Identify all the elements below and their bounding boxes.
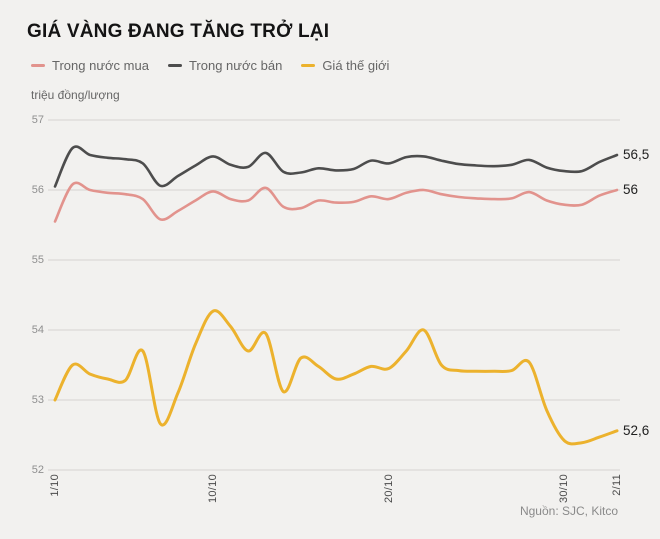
x-tick-label: 10/10 xyxy=(207,474,220,504)
legend-item-gia-the-gioi[interactable]: Giá thế giới xyxy=(301,58,389,73)
y-tick-label: 56 xyxy=(31,184,44,196)
x-tick-label: 2/11 xyxy=(611,474,623,496)
y-tick-label: 52 xyxy=(31,464,44,476)
legend-label: Trong nước mua xyxy=(52,58,149,73)
end-value-label-mua: 56 xyxy=(623,182,639,197)
y-tick-label: 55 xyxy=(31,254,44,266)
legend: Trong nước mua Trong nước bán Giá thế gi… xyxy=(31,58,389,73)
line-swatch-icon xyxy=(31,63,45,68)
end-value-label-ban: 56,5 xyxy=(623,147,650,162)
y-axis-unit-label: triệu đồng/lượng xyxy=(31,88,120,102)
gridlines xyxy=(48,119,620,471)
chart-title: GIÁ VÀNG ĐANG TĂNG TRỞ LẠI xyxy=(27,21,330,42)
x-tick-label: 20/10 xyxy=(382,474,395,504)
legend-item-trong-nuoc-mua[interactable]: Trong nước mua xyxy=(31,58,149,73)
y-tick-label: 57 xyxy=(31,114,44,126)
y-tick-label: 53 xyxy=(31,394,44,406)
series-line-gia-the-gioi xyxy=(53,309,619,446)
legend-label: Trong nước bán xyxy=(188,58,283,73)
end-value-label-gioi: 52,6 xyxy=(623,422,650,438)
series-line-trong-nuoc-ban xyxy=(53,145,619,188)
x-tick-label: 30/10 xyxy=(558,474,571,504)
source-credit: Nguồn: SJC, Kitco xyxy=(519,504,618,518)
legend-label: Giá thế giới xyxy=(322,58,390,73)
line-swatch-icon xyxy=(301,63,316,68)
series-line-trong-nuoc-mua xyxy=(53,181,619,223)
x-tick-label: 1/10 xyxy=(49,474,61,497)
legend-item-trong-nuoc-ban[interactable]: Trong nước bán xyxy=(167,58,283,73)
y-tick-label: 54 xyxy=(31,324,44,336)
line-swatch-icon xyxy=(167,63,182,68)
